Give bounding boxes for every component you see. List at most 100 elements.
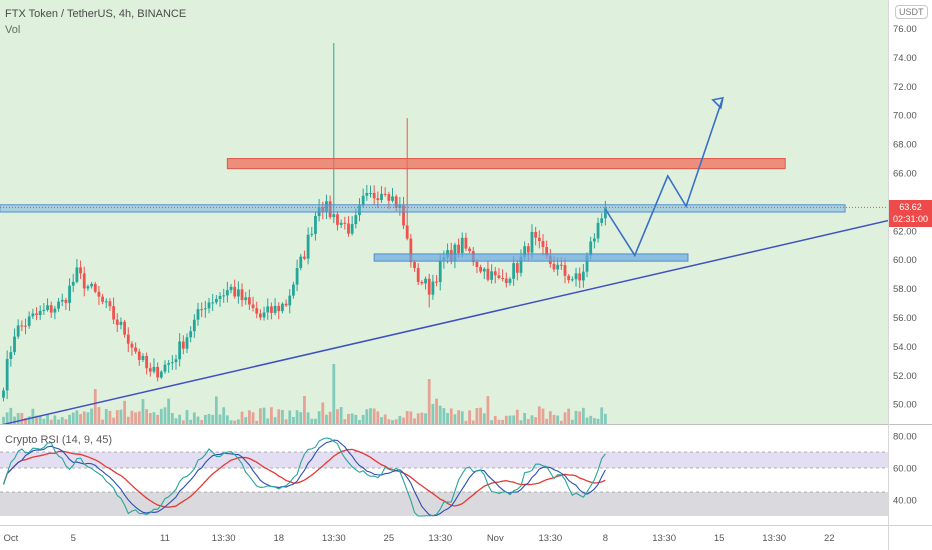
candle-body: [431, 281, 435, 295]
rsi-lower-band: [0, 492, 888, 516]
candle-body: [592, 238, 596, 242]
candle-body: [192, 319, 196, 332]
volume-bar: [497, 419, 501, 424]
candle-body: [167, 363, 171, 365]
volume-bar: [603, 413, 607, 424]
volume-bar: [233, 420, 237, 424]
volume-bars: [2, 364, 607, 424]
candle-body: [559, 264, 563, 266]
candle-body: [424, 278, 427, 284]
rsi-tick-label: 60.00: [893, 464, 917, 475]
volume-bar: [523, 412, 527, 424]
currency-button[interactable]: USDT: [895, 5, 928, 19]
volume-bar: [222, 407, 226, 424]
candle-body: [137, 351, 141, 360]
time-axis[interactable]: Oct 5 11 13:30 18 13:30 25 13:30 Nov 13:30 8 13:30 1…: [4, 0, 835, 544]
candle-body: [97, 291, 101, 297]
volume-bar: [196, 416, 200, 424]
volume-bar: [515, 409, 519, 424]
symbol-title[interactable]: FTX Token / TetherUS, 4h, BINANCE: [5, 8, 187, 20]
volume-bar: [442, 408, 446, 424]
volume-bar: [416, 413, 420, 424]
price-axis[interactable]: 76.00 74.00 72.00 70.00 68.00 66.00 62.00 60.00…: [893, 24, 917, 411]
candle-body: [501, 277, 505, 279]
volume-bar: [159, 408, 163, 424]
candle-body: [273, 305, 277, 313]
volume-bar: [229, 420, 233, 424]
candle-body: [530, 231, 534, 253]
candle-body: [438, 260, 442, 283]
time-tick-label: 13:30: [538, 533, 562, 544]
candle-body: [134, 347, 138, 352]
volume-bar: [519, 420, 523, 424]
candle-body: [46, 305, 49, 310]
volume-bar: [16, 412, 20, 424]
candle-body: [64, 299, 68, 303]
rsi-indicator-title[interactable]: Crypto RSI (14, 9, 45): [5, 434, 112, 446]
volume-bar: [512, 415, 516, 424]
resistance-zone[interactable]: [226, 158, 786, 170]
volume-bar: [468, 410, 471, 424]
volume-bar: [336, 409, 339, 424]
volume-bar: [482, 413, 486, 424]
candle-body: [57, 301, 60, 309]
volume-bar: [189, 419, 193, 424]
volume-bar: [281, 409, 284, 424]
candle-body: [490, 271, 494, 280]
volume-bar: [306, 412, 310, 424]
candle-body: [214, 299, 218, 303]
candle-body: [284, 303, 288, 306]
candle-body: [259, 313, 262, 318]
volume-bar: [178, 414, 182, 424]
volume-bar: [20, 413, 24, 424]
candle-body: [24, 325, 27, 327]
volume-bar: [277, 409, 281, 424]
volume-bar: [435, 398, 438, 424]
ascending-trendline[interactable]: [3, 215, 907, 426]
candle-body: [218, 296, 222, 300]
volume-bar: [391, 420, 394, 424]
candle-body: [20, 325, 24, 327]
volume-bar: [60, 417, 64, 424]
candle-body: [413, 262, 416, 269]
rsi-fast-line: [2, 437, 606, 517]
volume-bar: [93, 389, 97, 424]
candle-body: [486, 268, 490, 280]
volume-bar: [185, 410, 189, 424]
candle-body: [493, 271, 497, 276]
candle-body: [270, 306, 273, 313]
volume-bar: [101, 419, 104, 424]
support-zone-upper[interactable]: [0, 204, 846, 213]
candle-body: [589, 241, 593, 256]
rsi-axis[interactable]: 80.00 60.00 40.00: [893, 432, 917, 507]
volume-bar: [545, 418, 549, 424]
volume-bar: [600, 407, 604, 424]
volume-bar: [112, 417, 115, 424]
time-tick-label: 5: [71, 533, 76, 544]
candle-body: [574, 273, 578, 280]
volume-bar: [156, 414, 160, 424]
volume-bar: [552, 414, 556, 424]
time-tick-label: 13:30: [428, 533, 452, 544]
candle-body: [236, 289, 240, 297]
volume-bar: [464, 420, 468, 424]
candle-body: [556, 264, 560, 270]
volume-bar: [427, 379, 431, 424]
volume-bar: [405, 410, 409, 424]
volume-bar: [475, 408, 479, 424]
candle-body: [115, 319, 119, 325]
candle-body: [387, 194, 391, 201]
volume-bar: [479, 407, 482, 424]
volume-bar: [214, 396, 218, 424]
volume-bar: [321, 402, 325, 424]
candle-body: [541, 241, 545, 248]
volume-bar: [585, 417, 589, 424]
candle-body: [332, 214, 336, 218]
support-zone-lower[interactable]: [373, 253, 689, 262]
volume-bar: [589, 415, 593, 424]
projection-path[interactable]: [604, 97, 724, 258]
volume-bar: [446, 413, 449, 424]
volume-bar: [570, 419, 574, 424]
candle-body: [600, 218, 604, 223]
